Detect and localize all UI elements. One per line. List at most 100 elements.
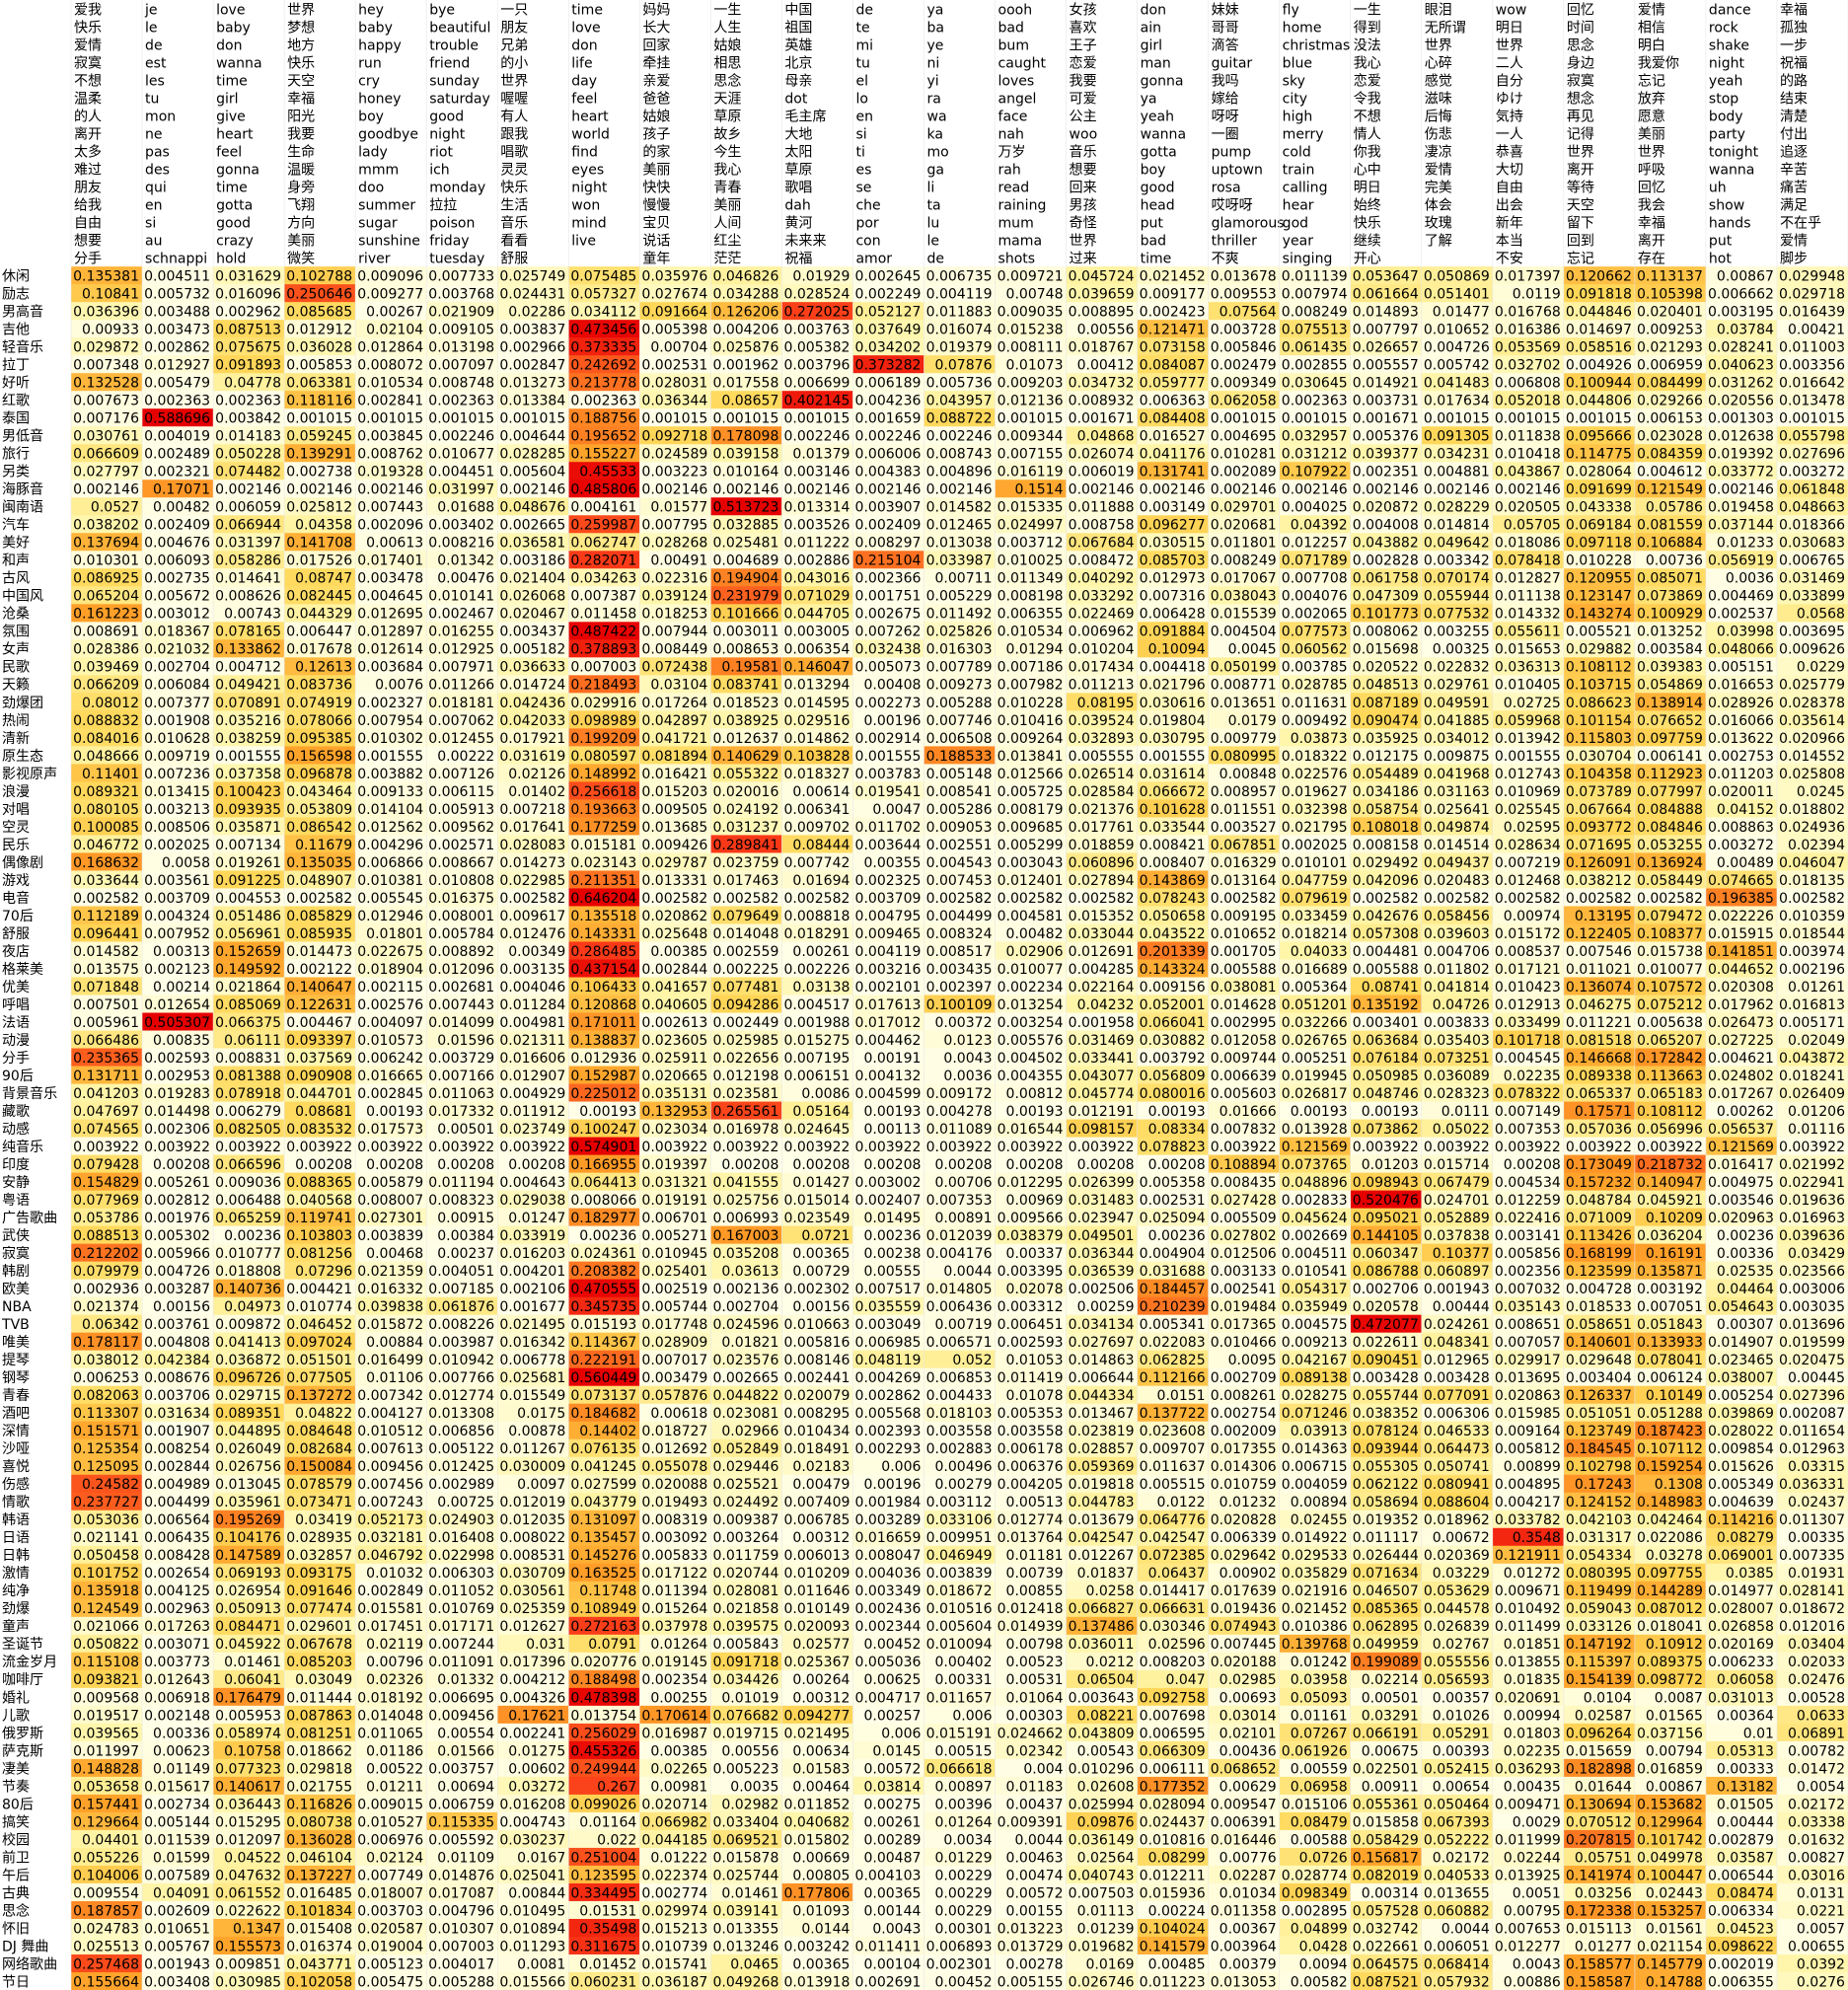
cell-value: 0.028285 <box>499 447 565 463</box>
cell-value: 0.00884 <box>366 1335 423 1351</box>
header-word: sunshine <box>358 234 420 250</box>
cell-value: 0.006644 <box>1069 1370 1135 1386</box>
heatmap-cell <box>1563 320 1636 338</box>
cell-value: 0.021311 <box>499 1033 565 1049</box>
cell-value: 0.031629 <box>215 269 281 285</box>
row-label: 俄罗斯 <box>2 1726 43 1741</box>
header-word: 完美 <box>1425 180 1452 195</box>
cell-value: 0.005744 <box>641 1299 707 1315</box>
cell-value: 0.003922 <box>1566 1140 1632 1155</box>
header-word: won <box>571 198 600 214</box>
cell-value: 0.007003 <box>570 660 636 676</box>
cell-value: 0.118116 <box>286 394 352 409</box>
cell-value: 0.031997 <box>428 482 494 498</box>
cell-value: 0.002146 <box>73 482 139 498</box>
cell-value: 0.030346 <box>1140 1619 1206 1635</box>
cell-value: 0.020011 <box>1708 784 1774 800</box>
cell-value: 0.022226 <box>1708 909 1774 924</box>
cell-value: 0.137227 <box>286 1868 352 1883</box>
cell-value: 0.002327 <box>357 696 423 711</box>
heatmap-cell <box>1634 320 1707 338</box>
cell-value: 0.002225 <box>712 962 778 978</box>
cell-value: 0.00672 <box>1433 1530 1490 1546</box>
cell-value: 0.031634 <box>144 1406 210 1422</box>
cell-value: 0.00915 <box>437 1211 494 1226</box>
cell-value: 0.115803 <box>1566 731 1632 747</box>
cell-value: 0.024662 <box>998 1726 1064 1741</box>
cell-value: 0.155227 <box>570 447 636 463</box>
cell-value: 0.050228 <box>215 447 281 463</box>
cell-value: 0.002146 <box>1069 482 1135 498</box>
cell-value: 0.032398 <box>1282 802 1348 818</box>
cell-value: 0.016096 <box>215 287 281 303</box>
heatmap-cell <box>71 337 143 356</box>
cell-value: 0.020169 <box>1708 1637 1774 1653</box>
cell-value: 0.006695 <box>428 1690 494 1706</box>
cell-value: 0.046826 <box>712 269 778 285</box>
header-word: ain <box>1141 20 1161 36</box>
cell-value: 0.002593 <box>144 1051 210 1067</box>
cell-value: 0.021795 <box>1282 820 1348 836</box>
cell-value: 0.01801 <box>366 926 423 942</box>
cell-value: 0.001958 <box>1069 1015 1135 1031</box>
heatmap-cell <box>284 337 356 356</box>
cell-value: 0.001015 <box>1211 411 1277 427</box>
heatmap-cell <box>1208 337 1281 356</box>
heatmap-cell <box>1350 391 1423 409</box>
cell-value: 0.03229 <box>1433 1566 1490 1582</box>
cell-value: 0.136074 <box>1566 980 1632 995</box>
cell-value: 0.002753 <box>1708 749 1774 765</box>
cell-value: 0.066672 <box>1140 784 1206 800</box>
cell-value: 0.151571 <box>73 1424 139 1439</box>
cell-value: 0.0035 <box>730 1779 778 1795</box>
cell-value: 0.002009 <box>1211 1424 1277 1439</box>
cell-value: 0.05291 <box>1433 1726 1490 1741</box>
cell-value: 0.019261 <box>215 855 281 871</box>
cell-value: 0.019517 <box>73 1708 139 1724</box>
cell-value: 0.010759 <box>1211 1477 1277 1493</box>
header-word: feel <box>216 144 242 160</box>
cell-value: 0.137486 <box>1069 1619 1135 1635</box>
header-word: ka <box>926 126 942 142</box>
cell-value: 0.101742 <box>1637 1832 1703 1848</box>
header-word: 自由 <box>1496 180 1523 195</box>
heatmap-cell <box>213 355 285 374</box>
cell-value: 0.06058 <box>1717 1672 1774 1688</box>
heatmap-cell <box>355 337 427 356</box>
cell-value: 0.001988 <box>783 1015 850 1031</box>
header-word: time <box>571 2 603 18</box>
cell-value: 0.018859 <box>1069 838 1135 853</box>
header-word: 妹妹 <box>1212 2 1239 18</box>
cell-value: 0.003488 <box>144 305 210 321</box>
cell-value: 0.024645 <box>783 1122 850 1138</box>
cell-value: 0.009617 <box>499 909 565 924</box>
cell-value: 0.068652 <box>1211 1761 1277 1777</box>
cell-value: 0.046507 <box>1353 1584 1419 1599</box>
cell-value: 0.010164 <box>712 465 778 480</box>
cell-value: 0.011852 <box>783 1797 850 1812</box>
cell-value: 0.156817 <box>1353 1850 1419 1866</box>
cell-value: 0.012198 <box>712 1069 778 1084</box>
cell-value: 0.010141 <box>428 589 494 605</box>
heatmap-cell <box>1350 320 1423 338</box>
cell-value: 0.00262 <box>1717 1104 1774 1120</box>
cell-value: 0.012897 <box>357 625 423 640</box>
cell-value: 0.137694 <box>73 536 139 552</box>
cell-value: 0.154139 <box>1566 1672 1632 1688</box>
cell-value: 0.006124 <box>1637 1370 1703 1386</box>
cell-value: 0.033987 <box>926 553 993 569</box>
header-word: 红尘 <box>713 234 741 250</box>
cell-value: 0.010386 <box>1282 1619 1348 1635</box>
cell-value: 0.188533 <box>926 749 993 765</box>
cell-value: 0.125095 <box>73 1459 139 1475</box>
cell-value: 0.072385 <box>1140 1548 1206 1564</box>
cell-value: 0.01183 <box>1006 1779 1064 1795</box>
cell-value: 0.019436 <box>1211 1601 1277 1617</box>
cell-value: 0.008449 <box>641 642 707 658</box>
heatmap-cell <box>639 302 711 321</box>
cell-value: 0.005251 <box>1282 1051 1348 1067</box>
heatmap-cell <box>497 355 569 374</box>
header-word: 想要 <box>74 234 102 250</box>
cell-value: 0.01109 <box>437 1850 494 1866</box>
cell-value: 0.015878 <box>712 1850 778 1866</box>
